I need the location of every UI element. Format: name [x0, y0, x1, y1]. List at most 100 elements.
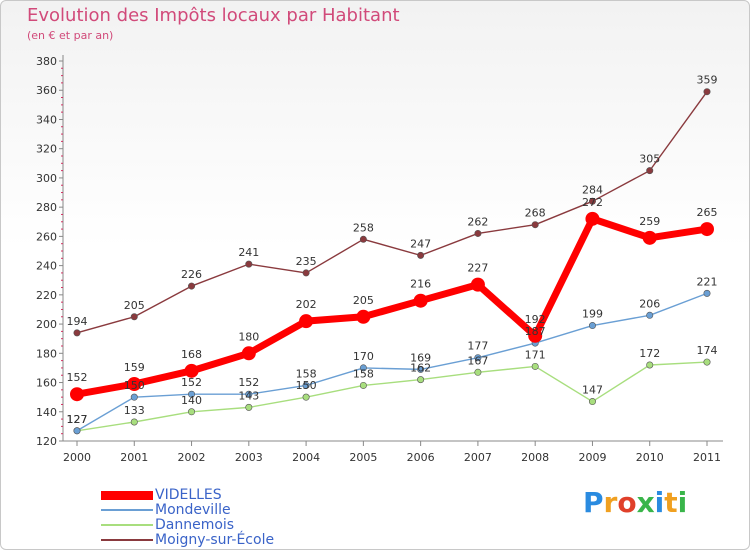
x-tick-label: 2010: [636, 451, 664, 464]
y-tick-label: 380: [36, 55, 57, 68]
x-tick-label: 2000: [63, 451, 91, 464]
data-point-mondeville: [302, 381, 310, 389]
data-point-dannemois: [130, 418, 138, 426]
data-point-dannemois: [703, 358, 711, 366]
logo-letter: i: [677, 486, 688, 519]
x-tick-label: 2004: [292, 451, 320, 464]
x-tick-label: 2009: [578, 451, 606, 464]
y-tick-label: 320: [36, 143, 57, 156]
legend-swatch: [101, 524, 153, 526]
data-label-moigny-sur-cole: 305: [639, 153, 660, 166]
data-label-dannemois: 147: [582, 384, 603, 397]
legend-label: VIDELLES: [155, 487, 222, 503]
data-point-mondeville: [130, 393, 138, 401]
data-point-moigny-sur-cole: [417, 251, 425, 259]
data-label-moigny-sur-cole: 268: [525, 207, 546, 220]
data-point-mondeville: [474, 354, 482, 362]
legend-label: Moigny-sur-École: [155, 532, 275, 548]
data-label-mondeville: 152: [238, 376, 259, 389]
legend-item-mondeville: Mondeville: [101, 502, 231, 518]
data-point-videlles: [413, 293, 428, 308]
data-label-videlles: 205: [353, 294, 374, 307]
data-point-dannemois: [646, 361, 654, 369]
data-point-videlles: [700, 222, 714, 237]
series-layer: [70, 88, 714, 435]
legend-label: Mondeville: [155, 502, 231, 518]
data-label-dannemois: 172: [639, 347, 660, 360]
y-tick-label: 260: [36, 230, 57, 243]
data-point-moigny-sur-cole: [130, 313, 138, 321]
data-point-moigny-sur-cole: [646, 167, 654, 175]
x-tick-label: 2003: [235, 451, 263, 464]
data-point-mondeville: [73, 427, 81, 435]
data-point-mondeville: [588, 322, 596, 330]
y-tick-label: 140: [36, 406, 57, 419]
data-point-mondeville: [359, 364, 367, 372]
data-label-videlles: 152: [67, 371, 88, 384]
data-label-videlles: 180: [238, 330, 259, 343]
data-point-mondeville: [245, 390, 253, 398]
data-label-dannemois: 171: [525, 348, 546, 361]
x-tick-label: 2006: [407, 451, 435, 464]
data-point-mondeville: [646, 311, 654, 319]
data-label-mondeville: 127: [67, 413, 88, 426]
y-tick-label: 280: [36, 201, 57, 214]
data-point-moigny-sur-cole: [474, 229, 482, 237]
data-point-moigny-sur-cole: [703, 88, 711, 96]
x-tick-label: 2011: [693, 451, 721, 464]
logo-letter: P: [583, 486, 604, 519]
data-label-videlles: 227: [467, 262, 488, 275]
y-tick-label: 360: [36, 84, 57, 97]
data-label-moigny-sur-cole: 205: [124, 299, 145, 312]
data-label-mondeville: 170: [353, 350, 374, 363]
data-label-mondeville: 158: [296, 367, 317, 380]
data-point-dannemois: [588, 398, 596, 406]
data-point-dannemois: [359, 381, 367, 389]
data-label-moigny-sur-cole: 247: [410, 237, 431, 250]
x-tick-label: 2007: [464, 451, 492, 464]
data-label-dannemois: 150: [296, 379, 317, 392]
series-line-dannemois: [76, 361, 708, 432]
data-label-mondeville: 199: [582, 308, 603, 321]
legend-swatch: [101, 539, 153, 541]
logo-letter: r: [603, 486, 618, 519]
data-label-mondeville: 152: [181, 376, 202, 389]
data-point-mondeville: [188, 390, 196, 398]
data-label-dannemois: 133: [124, 404, 145, 417]
data-label-mondeville: 150: [124, 379, 145, 392]
data-label-moigny-sur-cole: 284: [582, 183, 603, 196]
data-label-videlles: 272: [582, 196, 603, 209]
data-label-videlles: 202: [296, 298, 317, 311]
legend-item-moigny-sur-ecole: Moigny-sur-École: [101, 532, 274, 548]
data-label-dannemois: 158: [353, 367, 374, 380]
data-label-mondeville: 169: [410, 351, 431, 364]
data-label-mondeville: 187: [525, 325, 546, 338]
data-point-videlles: [470, 277, 485, 292]
y-tick-label: 340: [36, 113, 57, 126]
data-label-videlles: 192: [525, 313, 546, 326]
series-line-mondeville: [76, 292, 708, 432]
data-point-dannemois: [245, 403, 253, 411]
y-tick-label: 200: [36, 318, 57, 331]
legend-swatch: [101, 509, 153, 511]
chart-subtitle: (en € et par an): [27, 29, 114, 42]
data-label-dannemois: 167: [467, 354, 488, 367]
data-label-videlles: 159: [124, 361, 145, 374]
y-tick-label: 220: [36, 289, 57, 302]
legend-swatch: [101, 490, 153, 500]
data-point-videlles: [585, 211, 600, 226]
data-point-moigny-sur-cole: [245, 260, 253, 268]
data-point-moigny-sur-cole: [531, 221, 539, 229]
data-point-videlles: [241, 346, 256, 361]
series-line-moigny-sur-cole: [76, 90, 708, 334]
logo-letter: i: [654, 486, 665, 519]
data-label-moigny-sur-cole: 241: [238, 246, 259, 259]
logo-letter: t: [664, 486, 678, 519]
data-label-videlles: 168: [181, 348, 202, 361]
logo-letter: o: [617, 486, 637, 519]
y-tick-label: 120: [36, 435, 57, 448]
legend-item-dannemois: Dannemois: [101, 517, 234, 533]
data-point-videlles: [184, 363, 199, 378]
data-point-videlles: [356, 309, 371, 324]
